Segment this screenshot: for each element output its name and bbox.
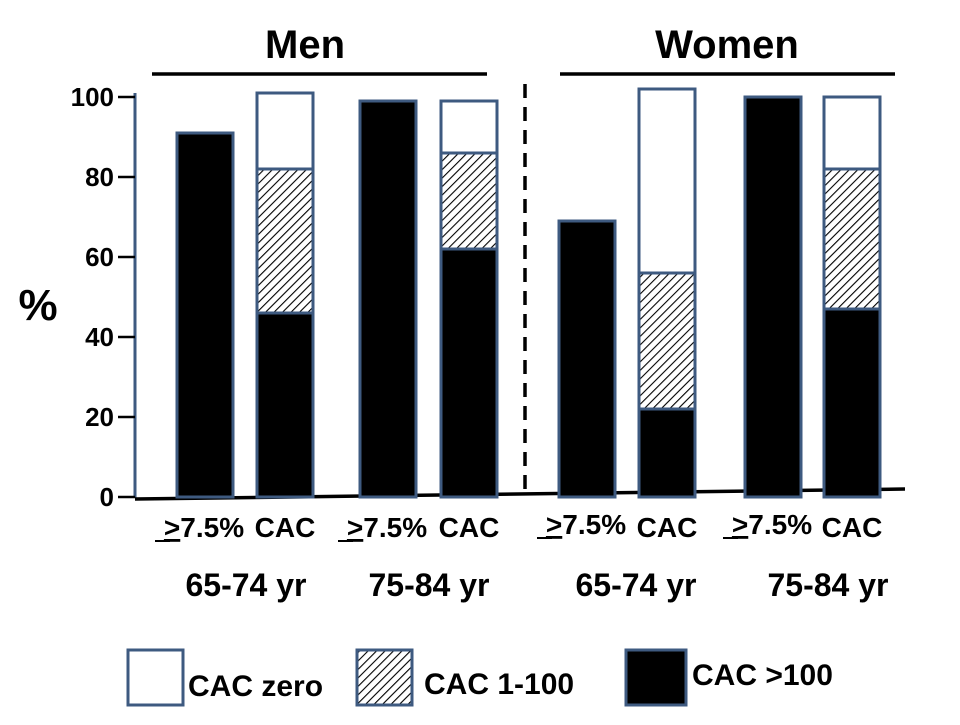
legend-label: CAC >100 [692,659,833,692]
y-tick-label: 40 [85,322,114,352]
y-tick-label: 80 [85,162,114,192]
bar-segment-solid-3 [439,247,499,499]
bar-segment-solid-7 [822,307,882,499]
bar-segment-solid-1 [255,311,315,499]
bar-segment-white-7 [822,95,882,171]
legend-swatch-white [126,648,185,707]
bar-segment-white-5 [637,87,697,275]
bar-segment-hatched-5 [637,271,697,411]
category-prefix: > [546,509,562,540]
category-prefix: > [164,512,180,543]
age-group-label: 65-74 yr [186,567,307,603]
age-group-label: 75-84 yr [369,567,490,603]
bar-segment-solid-2 [358,99,418,499]
panel-title-0: Men [265,23,345,67]
panel-titles: Men Women [152,23,895,76]
bar-segment-solid-5 [637,407,697,499]
category-rest: 7.5% [562,509,626,540]
legend-swatch-solid [624,648,688,707]
bar-segment-solid-6 [743,95,803,499]
panel-title-1: Women [655,23,799,67]
legend: CAC zero CAC 1-100 CAC >100 [126,648,833,707]
category-label-7: CAC [822,512,883,543]
bar-segment-hatched-3 [439,151,499,251]
y-tick-label: 60 [85,242,114,272]
category-label-5: CAC [637,512,698,543]
bar-segment-solid-4 [557,219,617,499]
age-group-label: 75-84 yr [768,567,889,603]
category-label-3: CAC [439,512,500,543]
bar-segment-white-1 [255,91,315,171]
category-label-6: >7.5% [732,509,812,540]
category-rest: 7.5% [748,509,812,540]
bar-segment-white-3 [439,99,499,155]
y-tick-label: 0 [100,482,114,512]
bar-segment-solid-0 [175,131,235,499]
legend-label: CAC 1-100 [424,668,574,701]
age-group-label: 65-74 yr [576,567,697,603]
category-label-1: CAC [255,512,316,543]
legend-label: CAC zero [188,670,323,703]
x-axis-labels: >7.5% CAC >7.5% CAC >7.5% CAC >7.5% CAC 65-74 yr… [155,509,888,603]
category-rest: 7.5% [180,512,244,543]
category-rest: 7.5% [363,512,427,543]
legend-swatch-hatched [355,648,414,707]
category-label-4: >7.5% [546,509,626,540]
category-label-0: >7.5% [164,512,244,543]
y-axis-title: % [18,281,57,330]
bars [175,87,882,499]
bar-segment-hatched-1 [255,167,315,315]
category-prefix: > [732,509,748,540]
category-label-2: >7.5% [347,512,427,543]
category-prefix: > [347,512,363,543]
y-tick-label: 100 [71,82,114,112]
y-tick-label: 20 [85,402,114,432]
bar-segment-hatched-7 [822,167,882,311]
